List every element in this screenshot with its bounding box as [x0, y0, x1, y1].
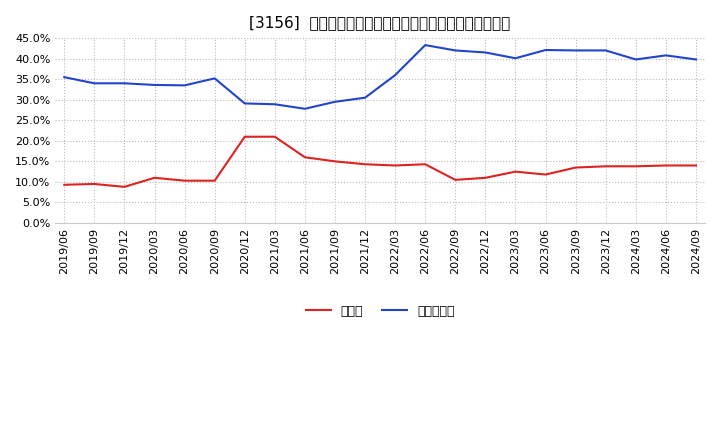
現預金: [511, 169, 520, 174]
現預金: [150, 175, 159, 180]
現預金: [210, 178, 219, 183]
現預金: [90, 181, 99, 187]
有利子負債: [481, 50, 490, 55]
現預金: [601, 164, 610, 169]
現預金: [541, 172, 550, 177]
現預金: [391, 163, 400, 168]
有利子負債: [361, 95, 369, 100]
現預金: [631, 164, 640, 169]
現預金: [330, 159, 339, 164]
現預金: [240, 134, 249, 139]
有利子負債: [692, 57, 701, 62]
現預金: [481, 175, 490, 180]
有利子負債: [180, 83, 189, 88]
有利子負債: [330, 99, 339, 104]
現預金: [572, 165, 580, 170]
有利子負債: [451, 48, 459, 53]
有利子負債: [631, 57, 640, 62]
有利子負債: [271, 102, 279, 107]
Line: 現預金: 現預金: [64, 137, 696, 187]
有利子負債: [210, 76, 219, 81]
有利子負債: [391, 73, 400, 78]
有利子負債: [662, 53, 670, 58]
Legend: 現預金, 有利子負債: 現預金, 有利子負債: [301, 300, 459, 323]
Line: 有利子負債: 有利子負債: [64, 45, 696, 109]
有利子負債: [421, 42, 430, 48]
現預金: [361, 161, 369, 167]
有利子負債: [601, 48, 610, 53]
有利子負債: [150, 82, 159, 88]
現預金: [692, 163, 701, 168]
現預金: [300, 154, 309, 160]
現預金: [60, 182, 68, 187]
現預金: [271, 134, 279, 139]
有利子負債: [541, 48, 550, 53]
有利子負債: [90, 81, 99, 86]
現預金: [421, 161, 430, 167]
有利子負債: [60, 74, 68, 80]
現預金: [120, 184, 129, 190]
現預金: [662, 163, 670, 168]
有利子負債: [300, 106, 309, 111]
Title: [3156]  現預金、有利子負債の総資産に対する比率の推移: [3156] 現預金、有利子負債の総資産に対する比率の推移: [250, 15, 510, 30]
有利子負債: [240, 101, 249, 106]
現預金: [180, 178, 189, 183]
有利子負債: [120, 81, 129, 86]
現預金: [451, 177, 459, 183]
有利子負債: [511, 55, 520, 61]
有利子負債: [572, 48, 580, 53]
